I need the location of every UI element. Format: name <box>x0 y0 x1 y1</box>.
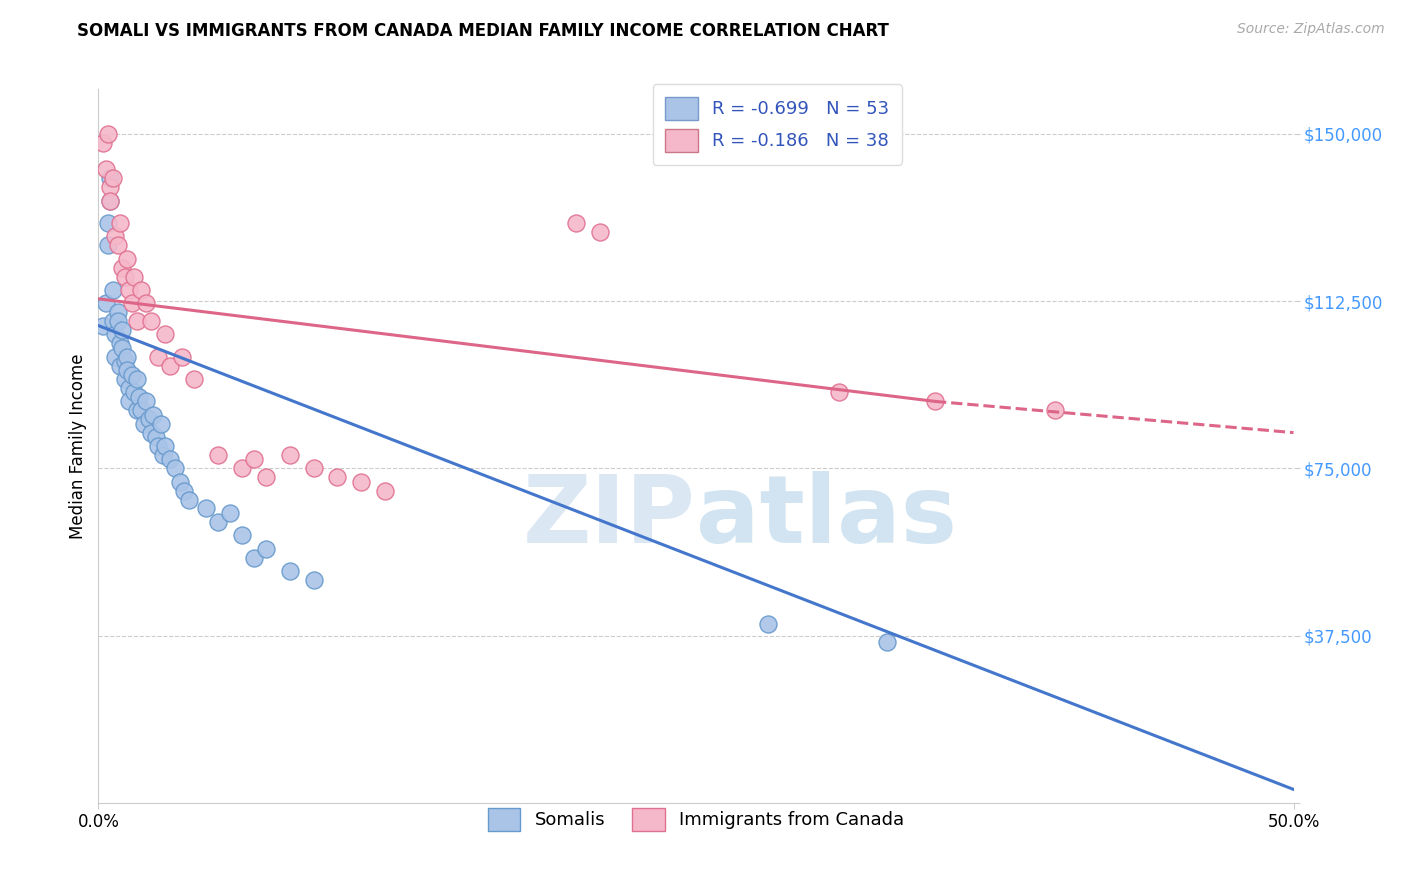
Point <box>101 314 124 328</box>
Point <box>97 127 120 141</box>
Point <box>94 296 117 310</box>
Point <box>94 162 117 177</box>
Point <box>756 617 779 632</box>
Point <box>131 283 153 297</box>
Point <box>302 573 325 587</box>
Point <box>124 269 146 284</box>
Point <box>104 229 127 244</box>
Point <box>254 541 277 556</box>
Point <box>104 327 127 342</box>
Point <box>173 483 195 498</box>
Point <box>172 350 194 364</box>
Point <box>101 283 124 297</box>
Point <box>111 323 134 337</box>
Point <box>159 359 181 373</box>
Point <box>152 448 174 462</box>
Point <box>565 216 588 230</box>
Point <box>278 564 301 578</box>
Point <box>115 363 138 377</box>
Point <box>111 260 134 275</box>
Point <box>108 359 131 373</box>
Point <box>135 394 157 409</box>
Point <box>207 448 229 462</box>
Point <box>207 515 229 529</box>
Point <box>135 296 157 310</box>
Point <box>107 238 129 252</box>
Point <box>91 136 114 150</box>
Point <box>114 372 136 386</box>
Point <box>97 216 120 230</box>
Point <box>118 283 141 297</box>
Point <box>183 372 205 386</box>
Point <box>924 394 946 409</box>
Point <box>115 252 138 266</box>
Point <box>243 550 266 565</box>
Point <box>139 425 162 440</box>
Point <box>125 314 148 328</box>
Point <box>350 475 373 489</box>
Point <box>138 412 160 426</box>
Point <box>114 354 136 368</box>
Point <box>121 296 143 310</box>
Point <box>128 390 150 404</box>
Text: Source: ZipAtlas.com: Source: ZipAtlas.com <box>1237 22 1385 37</box>
Text: SOMALI VS IMMIGRANTS FROM CANADA MEDIAN FAMILY INCOME CORRELATION CHART: SOMALI VS IMMIGRANTS FROM CANADA MEDIAN … <box>77 22 889 40</box>
Point <box>219 506 242 520</box>
Text: ZIP: ZIP <box>523 471 696 564</box>
Point <box>139 314 162 328</box>
Point <box>1043 403 1066 417</box>
Point <box>98 194 122 208</box>
Legend: Somalis, Immigrants from Canada: Somalis, Immigrants from Canada <box>475 796 917 844</box>
Point <box>231 528 253 542</box>
Point <box>131 403 153 417</box>
Point <box>148 350 170 364</box>
Point <box>118 394 141 409</box>
Point <box>278 448 301 462</box>
Point <box>145 430 167 444</box>
Point <box>876 635 898 649</box>
Text: atlas: atlas <box>696 471 957 564</box>
Point <box>101 171 124 186</box>
Point <box>107 314 129 328</box>
Point <box>142 408 165 422</box>
Point <box>149 417 172 431</box>
Point <box>302 461 325 475</box>
Point <box>124 385 146 400</box>
Point <box>111 341 134 355</box>
Point <box>163 461 186 475</box>
Point <box>195 501 218 516</box>
Point <box>169 475 191 489</box>
Point <box>115 350 138 364</box>
Point <box>125 403 148 417</box>
Point <box>97 238 120 252</box>
Point <box>374 483 396 498</box>
Point <box>155 327 177 342</box>
Point <box>148 439 170 453</box>
Point <box>91 318 114 333</box>
Point <box>125 372 148 386</box>
Point <box>179 492 201 507</box>
Point <box>155 439 177 453</box>
Point <box>118 381 141 395</box>
Point <box>254 470 277 484</box>
Point <box>98 194 122 208</box>
Point <box>243 452 266 467</box>
Point <box>231 461 253 475</box>
Point <box>121 368 143 382</box>
Point <box>107 305 129 319</box>
Point <box>326 470 349 484</box>
Point <box>132 417 155 431</box>
Point <box>98 171 122 186</box>
Point <box>98 180 122 194</box>
Point <box>108 336 131 351</box>
Y-axis label: Median Family Income: Median Family Income <box>69 353 87 539</box>
Point <box>828 385 851 400</box>
Point <box>108 216 131 230</box>
Point <box>114 269 136 284</box>
Point <box>159 452 181 467</box>
Point <box>589 225 612 239</box>
Point <box>104 350 127 364</box>
